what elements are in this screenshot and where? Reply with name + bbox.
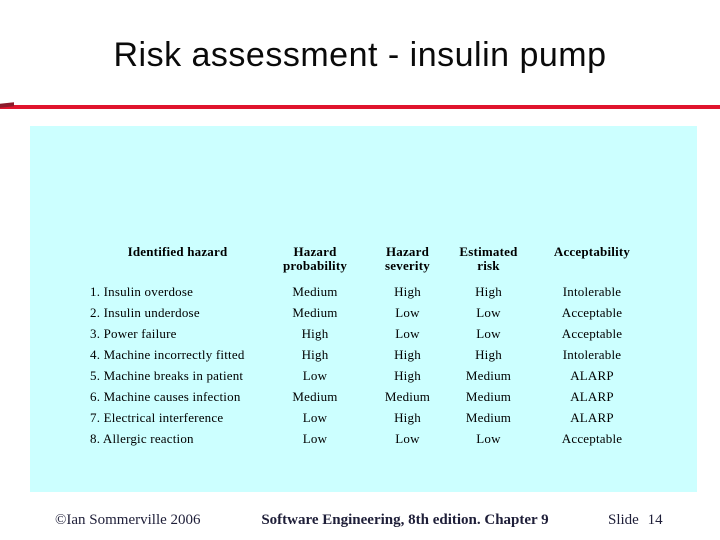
slide-title: Risk assessment - insulin pump [113,36,607,74]
cell-risk: Low [476,325,501,341]
footer: ©Ian Sommerville 2006 Software Engineeri… [0,512,720,534]
cell-acceptability: Acceptable [561,430,623,446]
cell-severity: Low [395,325,420,341]
footer-book-title: Software Engineering, 8th edition. Chapt… [261,512,549,528]
cell-probability: Low [302,367,328,383]
table-row: 2. Insulin underdose Medium Low Low Acceptab… [85,302,662,323]
cell-risk: Low [476,304,501,320]
cell-probability: Medium [292,304,338,320]
cell-hazard: 7. Electrical interference [90,409,224,425]
cell-risk: High [475,346,502,362]
cell-probability: Low [302,409,328,425]
header-row: Identified hazard Hazard probability Hazard… [85,245,662,281]
risk-table: Identified hazard Hazard probability Hazard… [85,245,662,449]
table-row: 6. Machine causes infection Medium Medium M… [85,386,662,407]
cell-probability: Low [302,430,328,446]
cell-risk: Medium [465,388,512,404]
cell-acceptability: Intolerable [562,283,622,299]
cell-acceptability: Intolerable [562,346,622,362]
footer-copyright: ©Ian Sommerville 2006 [55,512,201,528]
table-header: Identified hazard Hazard probability Hazard… [85,245,662,281]
cell-severity: Medium [384,388,431,404]
cell-severity: Low [395,304,420,320]
cell-risk: High [475,283,502,299]
cell-acceptability: Acceptable [561,325,623,341]
cell-risk: Medium [465,409,512,425]
cell-acceptability: ALARP [570,367,614,383]
cell-severity: High [394,367,421,383]
cell-severity: High [394,409,421,425]
cell-hazard: 2. Insulin underdose [90,304,200,320]
column-header: Hazard probability [282,244,348,273]
cell-hazard: 1. Insulin overdose [90,283,194,299]
cell-hazard: 5. Machine breaks in patient [90,367,244,383]
cell-probability: High [301,346,329,362]
cell-probability: Medium [292,388,338,404]
cell-hazard: 3. Power failure [90,325,177,341]
table-row: 5. Machine breaks in patient Low High Mediu… [85,365,662,386]
title-divider-accent [0,102,14,108]
title-divider [0,102,720,109]
cell-probability: Medium [292,283,338,299]
cell-severity: Low [395,430,420,446]
footer-slide-number: Slide 14 [608,512,663,528]
column-header: Hazard severity [385,244,430,273]
cell-severity: High [394,283,421,299]
table-panel: Identified hazard Hazard probability Hazard… [30,126,697,492]
table-row: 3. Power failure High Low Low Acceptable [85,323,662,344]
cell-acceptability: ALARP [570,388,614,404]
cell-hazard: 6. Machine causes infection [90,388,241,404]
table-row: 8. Allergic reaction Low Low Low Acceptable [85,428,662,449]
table-row: 1. Insulin overdose Medium High High Intoler… [85,281,662,302]
cell-risk: Medium [465,367,512,383]
table-row: 7. Electrical interference Low High Medium A… [85,407,662,428]
cell-hazard: 4. Machine incorrectly fitted [90,346,245,362]
cell-acceptability: Acceptable [561,304,623,320]
column-header: Estimated risk [459,244,518,273]
cell-acceptability: ALARP [570,409,614,425]
column-header: Acceptability [553,244,631,259]
cell-risk: Low [476,430,501,446]
cell-hazard: 8. Allergic reaction [90,430,194,446]
column-header: Identified hazard [127,244,228,259]
table-body: 1. Insulin overdose Medium High High Intoler… [85,281,662,449]
cell-severity: High [394,346,421,362]
table-row: 4. Machine incorrectly fitted High High Hig… [85,344,662,365]
cell-probability: High [301,325,329,341]
